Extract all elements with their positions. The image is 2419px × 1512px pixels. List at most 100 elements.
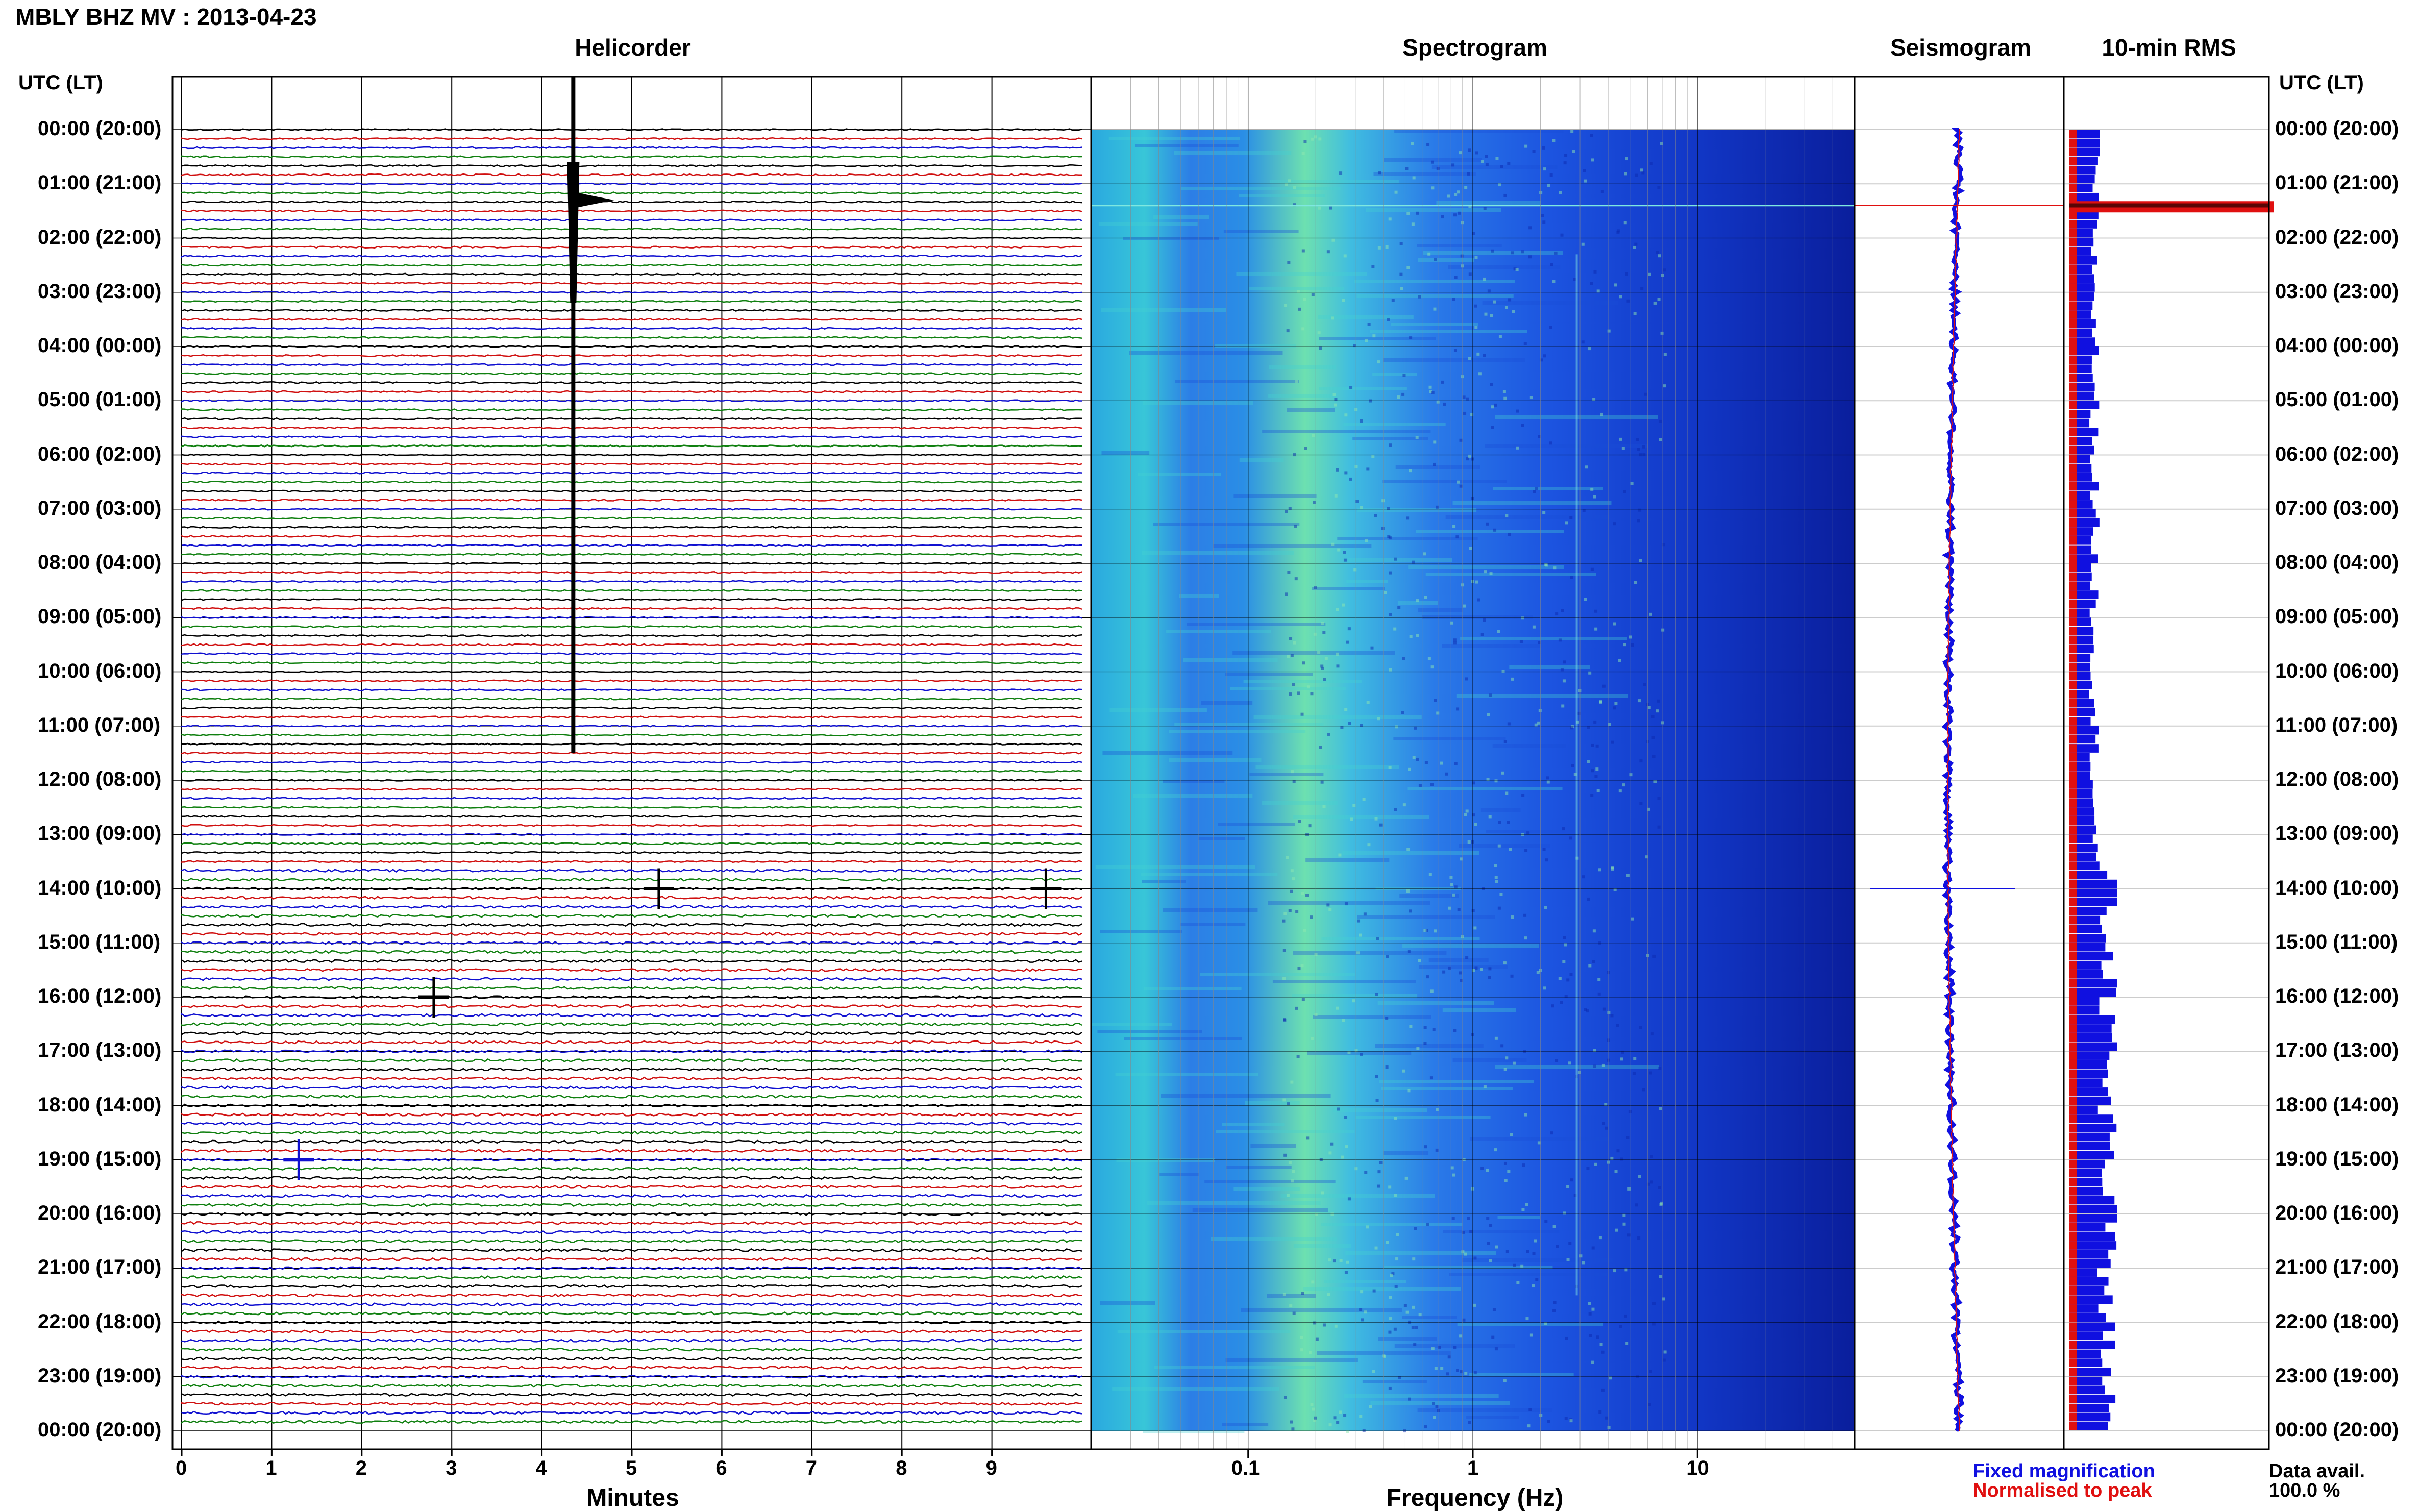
spectrogram-speckle	[1416, 599, 1419, 603]
spectrogram-speckle	[1593, 495, 1596, 499]
legend-normalised-to-peak: Normalised to peak	[1973, 1480, 2152, 1501]
helicorder-trace	[181, 1248, 1082, 1253]
spectrogram-speckle	[1426, 975, 1429, 979]
time-label-left: 07:00 (03:00)	[38, 497, 162, 519]
rms-normalised-bar	[2069, 1322, 2077, 1331]
rms-normalised-bar	[2069, 518, 2077, 527]
spectrogram-speckle	[1445, 772, 1448, 776]
spectrogram-speckle	[1336, 652, 1339, 656]
spectrogram-speckle	[1375, 993, 1378, 996]
helicorder-trace	[181, 634, 1082, 637]
spectrogram-speckle	[1353, 568, 1357, 572]
spectrogram-speckle	[1556, 1245, 1559, 1248]
spectrogram-speckle	[1641, 171, 1645, 175]
spectrogram-speckle	[1381, 527, 1385, 530]
spectrogram-speckle	[1626, 1136, 1630, 1139]
spectrogram-speckle	[1649, 1071, 1652, 1075]
spectrogram-speckle	[1327, 1293, 1330, 1297]
rms-normalised-bar	[2069, 852, 2077, 861]
spectrogram-speckle	[1663, 384, 1666, 388]
spectrogram-speckle	[1634, 242, 1638, 246]
rms-normalised-bar	[2069, 915, 2077, 925]
spectrogram-texture	[1225, 673, 1313, 676]
spectrogram-speckle	[1423, 1026, 1427, 1029]
rms-normalised-bar	[2069, 374, 2077, 382]
spectrogram-speckle	[1504, 306, 1508, 309]
spectrogram-speckle	[1500, 1044, 1504, 1048]
spectrogram-speckle	[1471, 457, 1474, 461]
spectrogram-speckle	[1483, 354, 1486, 357]
spectrogram-speckle	[1542, 848, 1546, 851]
helicorder-trace	[181, 1012, 1082, 1018]
spectrogram-speckle	[1486, 1217, 1490, 1220]
spectrogram-speckle	[1475, 580, 1478, 584]
spectrogram-speckle	[1573, 278, 1576, 281]
spectrogram-speckle	[1584, 1008, 1587, 1011]
spectrogram-speckle	[1460, 979, 1463, 982]
spectrogram-texture	[1187, 623, 1326, 626]
spectrogram-speckle	[1394, 557, 1397, 561]
spectrogram-speckle	[1622, 1222, 1626, 1226]
spectrogram-speckle	[1544, 906, 1547, 909]
spectrogram-speckle	[1568, 1061, 1571, 1065]
spectrogram-speckle	[1334, 403, 1337, 407]
spectrogram-speckle	[1491, 249, 1494, 253]
spectrogram-speckle	[1622, 783, 1625, 787]
spectrogram-speckle	[1450, 1166, 1454, 1170]
helicorder-trace	[181, 1139, 1082, 1144]
spectrogram-speckle	[1286, 329, 1290, 333]
spectrogram-speckle	[1433, 1416, 1436, 1419]
spectrogram-speckle	[1550, 263, 1553, 266]
spectrogram-texture	[1124, 1037, 1242, 1040]
spectrogram-speckle	[1388, 217, 1392, 221]
spectrogram-speckle	[1601, 1063, 1605, 1067]
helicorder-trace	[181, 236, 1082, 240]
spectrogram-speckle	[1287, 655, 1290, 658]
rms-normalised-bar	[2069, 1385, 2077, 1395]
spectrogram-texture	[1226, 1166, 1292, 1169]
spectrogram-speckle	[1483, 277, 1486, 281]
spectrogram-texture	[1116, 1158, 1215, 1162]
spectrogram-texture	[1423, 251, 1563, 255]
spectrogram-speckle	[1494, 1148, 1497, 1152]
time-label-left: 06:00 (02:00)	[38, 442, 162, 465]
spectrogram-speckle	[1620, 1157, 1623, 1161]
spectrogram-speckle	[1301, 327, 1305, 331]
spectrogram-speckle	[1495, 880, 1498, 883]
spectrogram-speckle	[1591, 743, 1594, 747]
spectrogram-speckle	[1660, 721, 1664, 725]
spectrogram-speckle	[1423, 929, 1427, 932]
spectrogram-texture	[1143, 1430, 1245, 1433]
spectrogram-texture	[1370, 1401, 1510, 1405]
rms-normalised-bar	[2069, 807, 2077, 816]
spectrogram-speckle	[1615, 1228, 1618, 1232]
spectrogram-speckle	[1283, 1018, 1287, 1021]
spectrogram-texture	[1416, 530, 1564, 533]
spectrogram-speckle	[1560, 668, 1564, 672]
spectrogram-speckle	[1635, 1203, 1638, 1207]
spectrogram-speckle	[1619, 437, 1622, 441]
spectrogram-speckle	[1303, 928, 1306, 932]
spectrogram-speckle	[1347, 1051, 1351, 1054]
time-label-left: 23:00 (19:00)	[38, 1364, 162, 1387]
rms-bar	[2069, 1241, 2117, 1250]
spectrogram-speckle	[1428, 385, 1432, 389]
spectrogram-speckle	[1546, 780, 1550, 784]
spectrogram-speckle	[1300, 1348, 1304, 1352]
spectrogram-speckle	[1561, 704, 1565, 708]
spectrogram-speckle	[1331, 238, 1335, 242]
spectrogram-speckle	[1311, 137, 1315, 141]
spectrogram-speckle	[1416, 634, 1419, 637]
frequency-tick-label: 0.1	[1231, 1457, 1260, 1479]
spectrogram-speckle	[1430, 160, 1434, 164]
spectrogram-speckle	[1459, 484, 1463, 488]
spectrogram-speckle	[1614, 283, 1617, 287]
helicorder-trace	[181, 1420, 1082, 1424]
rms-bar	[2069, 1250, 2109, 1259]
spectrogram-texture	[1192, 1208, 1328, 1212]
spectrogram-speckle	[1510, 1133, 1513, 1136]
spectrogram-speckle	[1560, 233, 1564, 237]
helicorder-trace	[181, 543, 1082, 547]
spectrogram-texture	[1469, 1373, 1574, 1376]
